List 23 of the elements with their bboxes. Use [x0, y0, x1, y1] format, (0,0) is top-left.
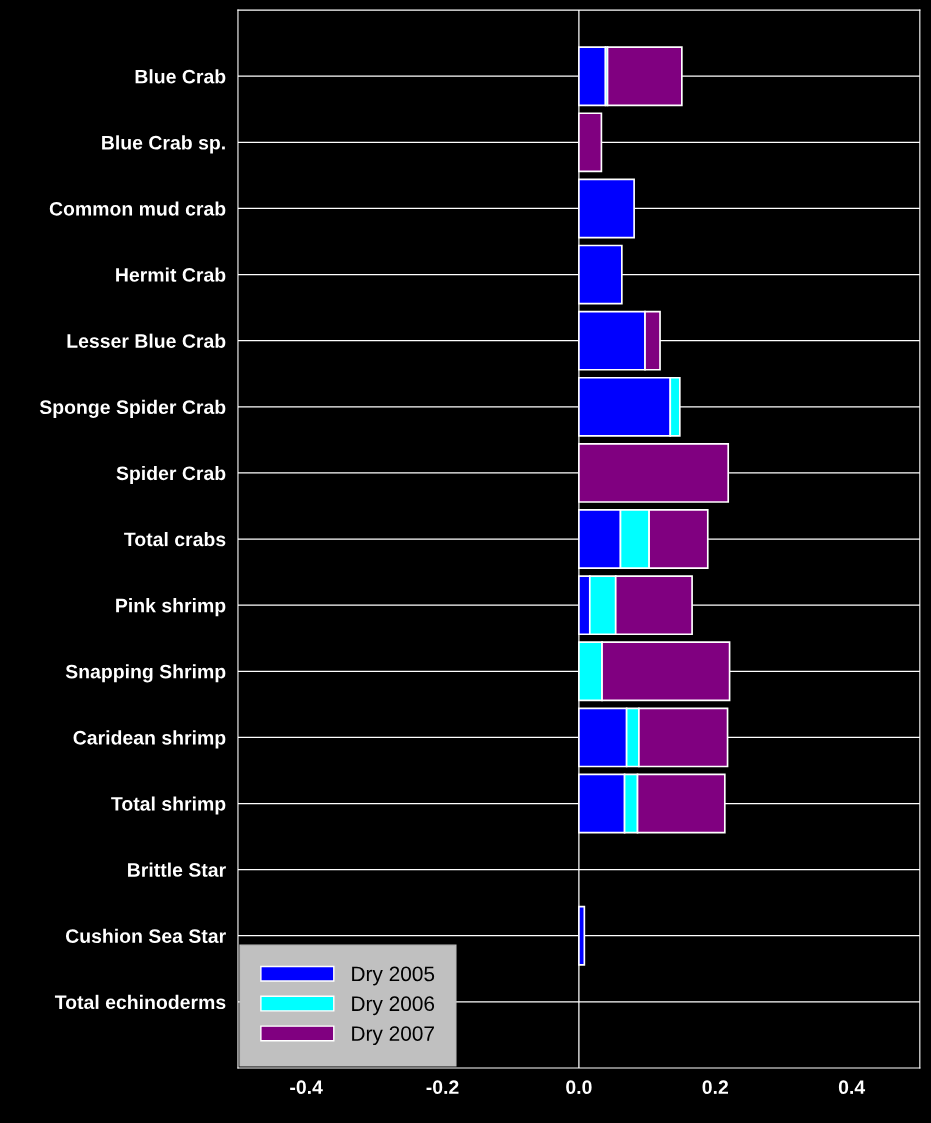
y-tick-label: Total crabs — [124, 531, 226, 547]
x-tick-label: -0.2 — [426, 1080, 459, 1095]
y-tick-label: Lesser Blue Crab — [67, 333, 226, 348]
x-tick-label: 0.2 — [702, 1080, 729, 1095]
x-tick-label: 0.4 — [838, 1080, 866, 1095]
y-tick-label: Pink shrimp — [116, 598, 226, 617]
y-tick-label: Caridean shrimp — [73, 730, 226, 749]
x-tick-label: -0.4 — [290, 1080, 323, 1095]
y-tick-label: Blue Crab sp. — [102, 135, 225, 154]
y-tick-label: Total echinoderms — [54, 994, 226, 1010]
y-tick-label: Sponge Spider Crab — [39, 399, 226, 418]
legend-label: Dry 2007 — [352, 1026, 434, 1046]
legend-label: Dry 2005 — [352, 966, 435, 986]
y-tick-label: Snapping Shrimp — [65, 664, 226, 683]
y-tick-label: Blue Crab — [135, 69, 226, 84]
y-tick-label: Hermit Crab — [116, 267, 226, 282]
legend-label: Dry 2006 — [352, 996, 435, 1016]
y-tick-label: Brittle Star — [128, 862, 226, 877]
x-tick-label: 0.0 — [566, 1080, 592, 1095]
y-tick-label: Total shrimp — [111, 796, 226, 815]
y-tick-label: Spider Crab — [116, 465, 226, 484]
y-tick-label: Cushion Sea Star — [65, 928, 226, 943]
y-tick-label: Common mud crab — [49, 201, 226, 216]
